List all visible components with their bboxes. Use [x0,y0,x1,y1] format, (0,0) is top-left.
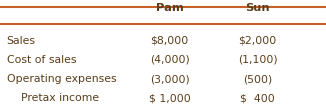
Text: $8,000: $8,000 [150,36,189,46]
Text: Pam: Pam [156,3,184,13]
Text: (1,100): (1,100) [238,55,277,65]
Text: Pretax income: Pretax income [7,93,99,103]
Text: $ 1,000: $ 1,000 [149,93,190,103]
Text: $  400: $ 400 [240,93,275,103]
Text: Operating expenses: Operating expenses [7,74,116,84]
Text: Sales: Sales [7,36,36,46]
Text: Cost of sales: Cost of sales [7,55,76,65]
Text: $2,000: $2,000 [238,36,277,46]
Text: (500): (500) [243,74,272,84]
Text: (4,000): (4,000) [150,55,189,65]
Text: (3,000): (3,000) [150,74,189,84]
Text: Sun: Sun [245,3,270,13]
